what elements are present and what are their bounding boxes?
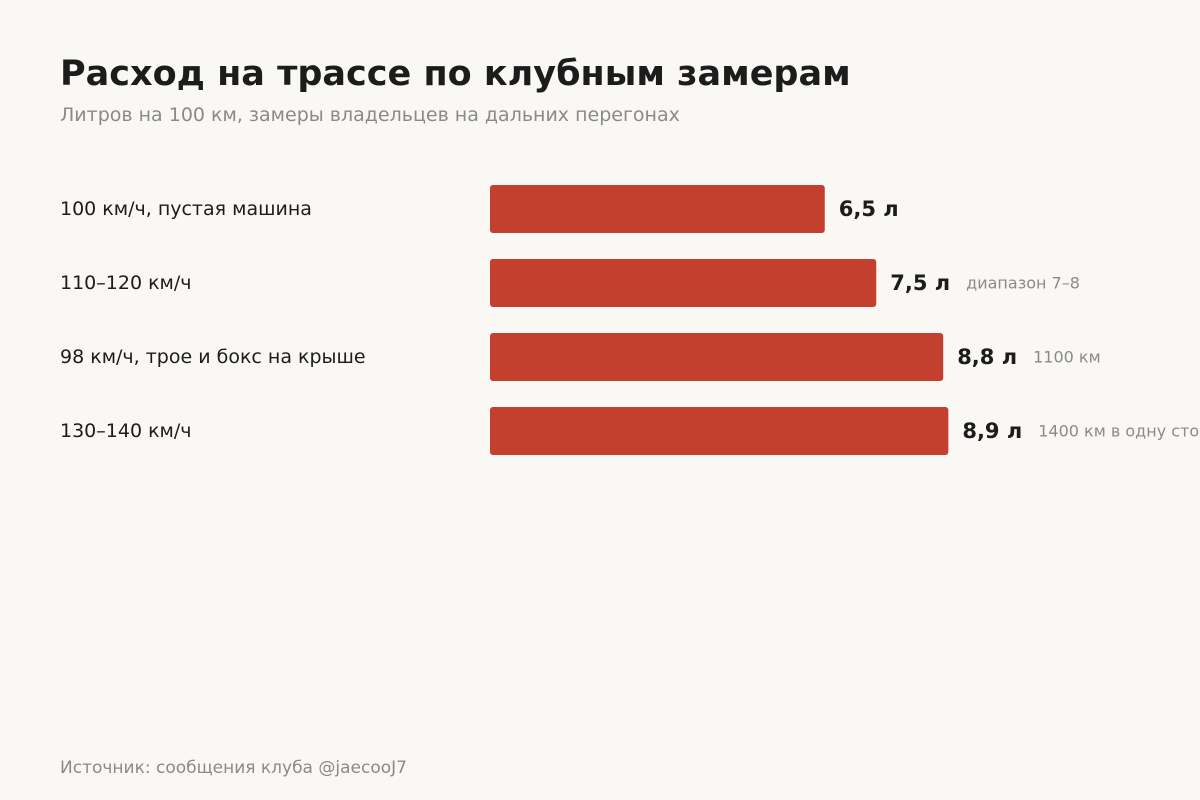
value-label: 7,5 л [890, 271, 950, 295]
bar [490, 333, 944, 381]
value-label: 8,9 л [962, 419, 1022, 443]
category-label: 100 км/ч, пустая машина [60, 198, 312, 220]
category-label: 110–120 км/ч [60, 272, 192, 294]
bar [490, 407, 949, 455]
note-label: 1400 км в одну сторону [1038, 422, 1200, 441]
category-label: 98 км/ч, трое и бокс на крыше [60, 346, 366, 368]
value-label: 8,8 л [957, 345, 1017, 369]
category-label: 130–140 км/ч [60, 420, 192, 442]
source-note: Источник: сообщения клуба @jaecooJ7 [60, 758, 407, 778]
bar [490, 185, 825, 233]
chart-subtitle: Литров на 100 км, замеры владельцев на д… [60, 104, 680, 126]
note-label: диапазон 7–8 [966, 274, 1080, 293]
value-label: 6,5 л [839, 197, 899, 221]
bar [490, 259, 877, 307]
chart-title: Расход на трассе по клубным замерам [60, 54, 851, 94]
note-label: 1100 км [1033, 348, 1101, 367]
